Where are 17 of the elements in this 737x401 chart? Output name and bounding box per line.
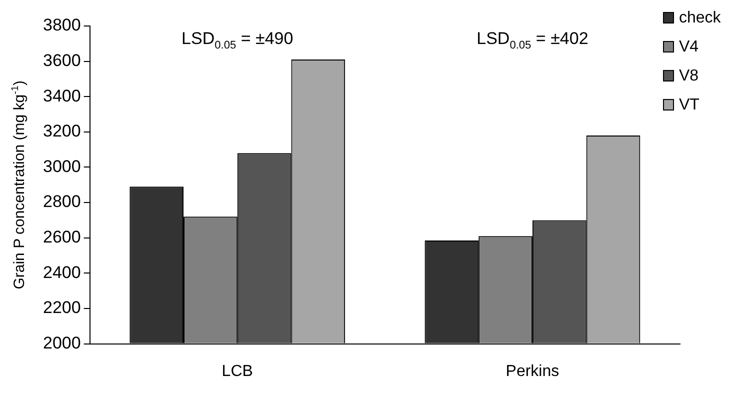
y-tick-label: 2600 [42,228,81,247]
y-tick-label: 2000 [42,333,81,352]
y-tick-label: 3800 [42,16,81,35]
x-tick-label: Perkins [506,362,560,380]
y-tick-label: 2400 [42,262,81,282]
legend-label: VT [679,96,700,114]
y-tick-label: 3600 [42,51,81,70]
y-tick-label: 2200 [42,298,81,318]
x-tick-label: LCB [222,362,253,380]
legend-label: V4 [679,38,699,56]
y-tick-label: 3000 [42,156,81,176]
y-tick-label: 2800 [42,192,81,212]
y-tick-label: 3400 [42,86,81,106]
y-axis-title: Grain P concentration (mg kg-1) [10,80,28,290]
y-tick-label: 3200 [42,122,81,141]
legend-label: V8 [679,67,699,84]
legend-label: check [679,9,722,26]
